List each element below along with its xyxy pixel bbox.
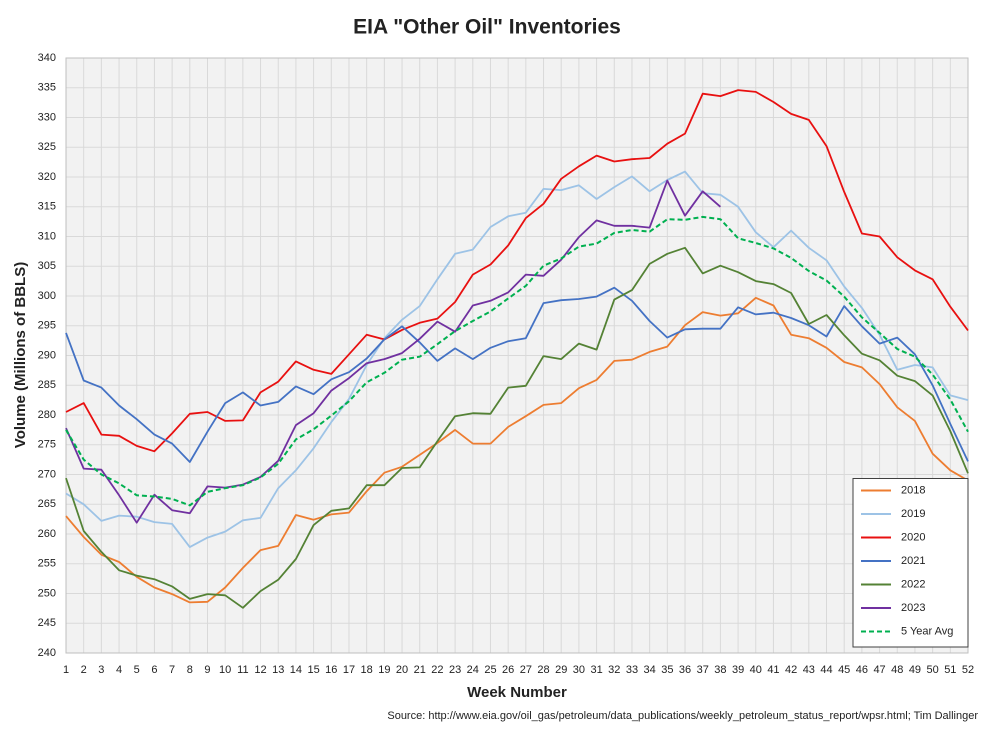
x-tick-label: 1 — [63, 664, 69, 676]
y-tick-label: 305 — [38, 260, 56, 272]
legend-label: 2018 — [901, 484, 925, 496]
x-tick-label: 35 — [661, 664, 673, 676]
legend-label: 2022 — [901, 578, 925, 590]
series-line — [65, 215, 969, 507]
x-tick-label: 4 — [116, 664, 122, 676]
x-tick-label: 12 — [254, 664, 266, 676]
y-tick-label: 320 — [38, 171, 56, 183]
y-tick-label: 250 — [38, 587, 56, 599]
x-tick-label: 44 — [820, 664, 832, 676]
x-tick-label: 9 — [204, 664, 210, 676]
x-tick-label: 50 — [927, 664, 939, 676]
x-axis-label: Week Number — [467, 684, 567, 701]
legend-label: 2021 — [901, 555, 925, 567]
x-tick-label: 2 — [81, 664, 87, 676]
y-tick-label: 275 — [38, 439, 56, 451]
x-tick-label: 36 — [679, 664, 691, 676]
x-tick-label: 34 — [644, 664, 656, 676]
x-tick-label: 38 — [714, 664, 726, 676]
x-tick-label: 20 — [396, 664, 408, 676]
x-tick-label: 18 — [361, 664, 373, 676]
x-tick-label: 26 — [502, 664, 514, 676]
y-tick-label: 285 — [38, 379, 56, 391]
source-note: Source: http://www.eia.gov/oil_gas/petro… — [387, 710, 978, 722]
series-line — [65, 286, 969, 463]
x-tick-label: 6 — [151, 664, 157, 676]
x-tick-label: 51 — [944, 664, 956, 676]
x-tick-label: 14 — [290, 664, 302, 676]
legend-label: 2019 — [901, 508, 925, 520]
legend-label: 2020 — [901, 531, 925, 543]
x-tick-label: 33 — [626, 664, 638, 676]
x-tick-label: 49 — [909, 664, 921, 676]
y-tick-label: 240 — [38, 647, 56, 659]
y-tick-label: 325 — [38, 141, 56, 153]
y-tick-label: 315 — [38, 201, 56, 213]
x-tick-label: 5 — [134, 664, 140, 676]
legend-box — [852, 478, 969, 648]
y-tick-label: 290 — [38, 349, 56, 361]
plot-border — [65, 57, 969, 654]
x-tick-label: 31 — [590, 664, 602, 676]
y-tick-label: 255 — [38, 558, 56, 570]
x-tick-label: 41 — [767, 664, 779, 676]
x-tick-label: 25 — [484, 664, 496, 676]
x-tick-label: 43 — [803, 664, 815, 676]
x-tick-label: 47 — [873, 664, 885, 676]
x-tick-label: 45 — [838, 664, 850, 676]
x-tick-label: 8 — [187, 664, 193, 676]
x-tick-label: 46 — [856, 664, 868, 676]
y-tick-label: 340 — [38, 52, 56, 64]
x-tick-label: 3 — [98, 664, 104, 676]
x-tick-label: 21 — [414, 664, 426, 676]
y-tick-label: 300 — [38, 290, 56, 302]
x-tick-label: 48 — [891, 664, 903, 676]
x-tick-label: 15 — [307, 664, 319, 676]
y-tick-label: 330 — [38, 111, 56, 123]
x-tick-label: 40 — [750, 664, 762, 676]
y-tick-label: 295 — [38, 320, 56, 332]
y-tick-label: 280 — [38, 409, 56, 421]
series-line — [65, 246, 969, 609]
y-tick-label: 310 — [38, 230, 56, 242]
y-tick-label: 245 — [38, 617, 56, 629]
y-tick-label: 260 — [38, 528, 56, 540]
x-tick-label: 27 — [520, 664, 532, 676]
y-tick-label: 265 — [38, 498, 56, 510]
x-tick-label: 32 — [608, 664, 620, 676]
x-tick-label: 23 — [449, 664, 461, 676]
series-line — [65, 170, 969, 548]
x-tick-label: 28 — [537, 664, 549, 676]
legend: 2018 2019 2020 2021 2022 2023 5 Year Avg — [852, 478, 969, 648]
legend-label: 5 Year Avg — [901, 625, 953, 637]
x-tick-label: 42 — [785, 664, 797, 676]
series-line — [65, 179, 721, 524]
x-tick-label: 24 — [467, 664, 479, 676]
x-tick-label: 39 — [732, 664, 744, 676]
x-tick-label: 37 — [697, 664, 709, 676]
x-tick-label: 52 — [962, 664, 974, 676]
x-tick-label: 10 — [219, 664, 231, 676]
x-tick-label: 7 — [169, 664, 175, 676]
y-tick-label: 335 — [38, 82, 56, 94]
x-tick-label: 13 — [272, 664, 284, 676]
x-tick-label: 17 — [343, 664, 355, 676]
y-tick-label: 270 — [38, 468, 56, 480]
x-tick-label: 29 — [555, 664, 567, 676]
x-tick-label: 16 — [325, 664, 337, 676]
x-tick-label: 19 — [378, 664, 390, 676]
x-tick-label: 30 — [573, 664, 585, 676]
legend-label: 2023 — [901, 602, 925, 614]
y-axis-label: Volume (Millions of BBLS) — [12, 262, 29, 448]
x-tick-label: 22 — [431, 664, 443, 676]
chart-title: EIA "Other Oil" Inventories — [353, 16, 621, 39]
x-tick-label: 11 — [237, 664, 248, 676]
